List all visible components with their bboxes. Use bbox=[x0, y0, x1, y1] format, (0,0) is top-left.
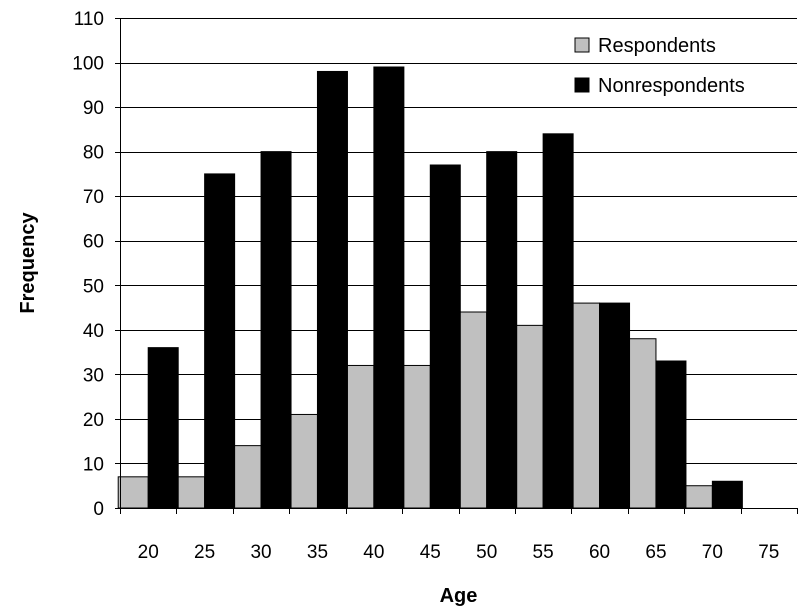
bar-nonrespondents-35 bbox=[316, 70, 348, 509]
legend-swatch-respondents bbox=[574, 37, 590, 53]
legend-swatch-nonrespondents bbox=[574, 77, 590, 93]
x-tick-label: 75 bbox=[758, 542, 779, 563]
legend: Respondents Nonrespondents bbox=[574, 35, 745, 97]
y-tick-label: 70 bbox=[83, 187, 104, 208]
bar-nonrespondents-60 bbox=[599, 302, 631, 509]
y-tick-label: 50 bbox=[83, 276, 104, 297]
x-tick-label: 60 bbox=[589, 542, 610, 563]
bar-respondents-50 bbox=[456, 311, 488, 509]
x-tick-label: 30 bbox=[250, 542, 271, 563]
bar-respondents-55 bbox=[512, 324, 544, 509]
x-tick-label: 70 bbox=[702, 542, 723, 563]
x-tick-label: 40 bbox=[363, 542, 384, 563]
bar-respondents-20 bbox=[117, 476, 149, 509]
bar-nonrespondents-20 bbox=[147, 347, 179, 509]
bar-nonrespondents-65 bbox=[655, 360, 687, 509]
x-axis-title: Age bbox=[440, 585, 478, 607]
y-tick-label: 80 bbox=[83, 143, 104, 164]
y-tick-label: 90 bbox=[83, 98, 104, 119]
axes bbox=[115, 18, 798, 514]
x-tick-labels: 20 25 30 35 40 45 50 55 60 65 70 75 bbox=[138, 542, 780, 563]
bar-nonrespondents-70 bbox=[711, 480, 743, 509]
bar-respondents-65 bbox=[625, 338, 657, 509]
x-tick-label: 25 bbox=[194, 542, 215, 563]
bar-nonrespondents-50 bbox=[486, 151, 518, 509]
y-tick-labels: 0 10 20 30 40 50 60 70 80 90 100 110 bbox=[72, 9, 104, 520]
y-tick-label: 40 bbox=[83, 321, 104, 342]
bar-respondents-70 bbox=[681, 485, 713, 509]
x-tick-label: 50 bbox=[476, 542, 497, 563]
bar-nonrespondents-25 bbox=[204, 173, 236, 509]
y-tick-label: 10 bbox=[83, 454, 104, 475]
bar-respondents-45 bbox=[399, 364, 431, 509]
legend-label-nonrespondents: Nonrespondents bbox=[598, 75, 745, 97]
x-tick-label: 55 bbox=[533, 542, 554, 563]
x-tick-label: 45 bbox=[420, 542, 441, 563]
y-tick-label: 30 bbox=[83, 365, 104, 386]
bar-respondents-35 bbox=[286, 413, 318, 509]
legend-label-respondents: Respondents bbox=[598, 35, 716, 57]
x-tick-label: 65 bbox=[645, 542, 666, 563]
bar-nonrespondents-55 bbox=[542, 133, 574, 509]
bar-respondents-40 bbox=[343, 364, 375, 509]
bar-respondents-30 bbox=[230, 445, 262, 509]
bar-nonrespondents-45 bbox=[429, 164, 461, 509]
bar-respondents-60 bbox=[569, 302, 601, 509]
y-tick-label: 0 bbox=[93, 499, 104, 520]
bar-respondents-25 bbox=[174, 476, 206, 509]
y-axis-title: Frequency bbox=[17, 212, 39, 314]
bar-nonrespondents-30 bbox=[260, 151, 292, 509]
bar-nonrespondents-40 bbox=[373, 66, 405, 509]
x-tick-label: 20 bbox=[138, 542, 159, 563]
y-tick-label: 100 bbox=[72, 54, 104, 75]
y-tick-label: 110 bbox=[74, 9, 104, 30]
bars bbox=[117, 66, 743, 509]
y-tick-label: 60 bbox=[83, 232, 104, 253]
x-tick-label: 35 bbox=[307, 542, 328, 563]
y-tick-label: 20 bbox=[83, 410, 104, 431]
